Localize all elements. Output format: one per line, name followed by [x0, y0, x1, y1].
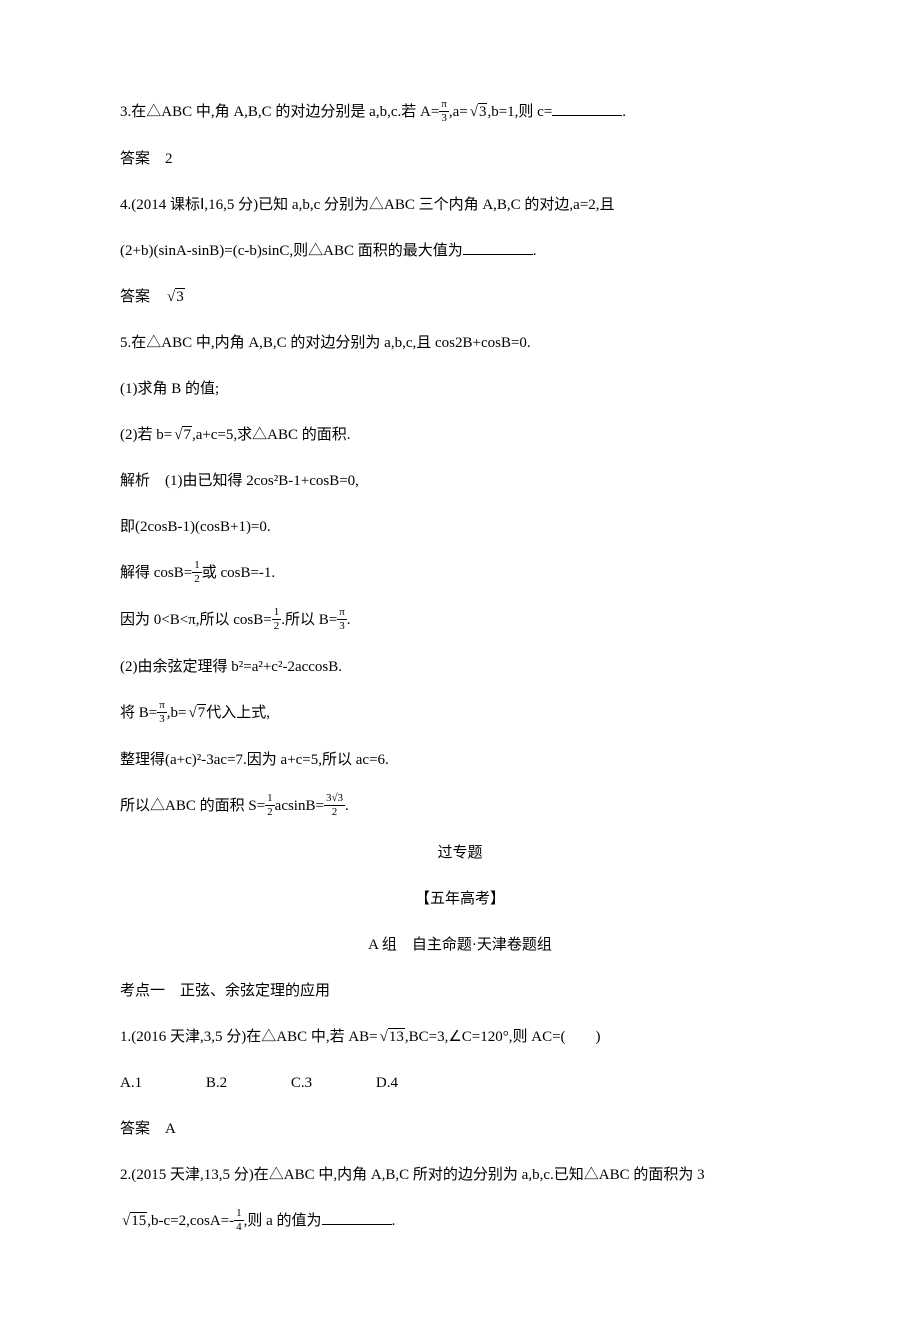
- text: 解得 cosB=: [120, 565, 192, 581]
- topic-1: 考点一 正弦、余弦定理的应用: [120, 979, 800, 1003]
- solution-line-5: (2)由余弦定理得 b²=a²+c²-2accosB.: [120, 655, 800, 679]
- fraction-half: 12: [272, 607, 282, 632]
- text: ,b=: [167, 705, 187, 721]
- text: 将 B=: [120, 705, 157, 721]
- fraction-1-4: 14: [234, 1208, 244, 1233]
- question-2-line2: 15,b-c=2,cosA=-14,则 a 的值为.: [120, 1209, 800, 1234]
- text: .: [347, 612, 351, 628]
- fraction-half: 12: [192, 560, 202, 585]
- text: 代入上式,: [206, 705, 270, 721]
- answer-blank: [322, 1209, 392, 1225]
- problem-5-q2: (2)若 b=7,a+c=5,求△ABC 的面积.: [120, 423, 800, 447]
- section-header-3: A 组 自主命题·天津卷题组: [120, 933, 800, 957]
- text: ,b=1,则 c=: [487, 104, 552, 120]
- section-header-2: 【五年高考】: [120, 887, 800, 911]
- choice-d: D.4: [376, 1071, 398, 1095]
- solution-line-2: 即(2cosB-1)(cosB+1)=0.: [120, 515, 800, 539]
- solution-line-8: 所以△ABC 的面积 S=12acsinB=3√32.: [120, 794, 800, 819]
- text: 答案: [120, 289, 165, 305]
- solution-line-3: 解得 cosB=12或 cosB=-1.: [120, 561, 800, 586]
- text: .: [533, 243, 537, 259]
- problem-3-answer: 答案 2: [120, 147, 800, 171]
- answer-blank: [552, 100, 622, 116]
- sqrt-3: 3: [468, 100, 488, 124]
- text: (2+b)(sinA-sinB)=(c-b)sinC,则△ABC 面积的最大值为: [120, 243, 463, 259]
- text: .: [622, 104, 626, 120]
- fraction-3r3-2: 3√32: [324, 793, 345, 818]
- text: 或 cosB=-1.: [202, 565, 275, 581]
- text: 1.(2016 天津,3,5 分)在△ABC 中,若 AB=: [120, 1029, 378, 1045]
- question-1-choices: A.1 B.2 C.3 D.4: [120, 1071, 800, 1095]
- answer-blank: [463, 239, 533, 255]
- question-2-line1: 2.(2015 天津,13,5 分)在△ABC 中,内角 A,B,C 所对的边分…: [120, 1163, 800, 1187]
- sqrt-3: 3: [165, 285, 185, 309]
- text: 所以△ABC 的面积 S=: [120, 798, 265, 814]
- question-1-answer: 答案 A: [120, 1117, 800, 1141]
- text: ,a=: [449, 104, 468, 120]
- text: .: [392, 1213, 396, 1229]
- text: acsinB=: [275, 798, 324, 814]
- solution-line-4: 因为 0<B<π,所以 cosB=12.所以 B=π3.: [120, 608, 800, 633]
- fraction-half: 12: [265, 793, 275, 818]
- text: 3.在△ABC 中,角 A,B,C 的对边分别是 a,b,c.若 A=: [120, 104, 439, 120]
- text: ,则 a 的值为: [244, 1213, 322, 1229]
- problem-5-q1: (1)求角 B 的值;: [120, 377, 800, 401]
- problem-5-stem: 5.在△ABC 中,内角 A,B,C 的对边分别为 a,b,c,且 cos2B+…: [120, 331, 800, 355]
- document-page: 3.在△ABC 中,角 A,B,C 的对边分别是 a,b,c.若 A=π3,a=…: [0, 0, 920, 1336]
- sqrt-7: 7: [172, 423, 192, 447]
- text: (2)若 b=: [120, 427, 172, 443]
- text: .所以 B=: [281, 612, 337, 628]
- solution-line-6: 将 B=π3,b=7代入上式,: [120, 701, 800, 726]
- text: ,a+c=5,求△ABC 的面积.: [192, 427, 351, 443]
- problem-4-answer: 答案 3: [120, 285, 800, 309]
- solution-line-1: 解析 (1)由已知得 2cos²B-1+cosB=0,: [120, 469, 800, 493]
- text: 因为 0<B<π,所以 cosB=: [120, 612, 272, 628]
- problem-4-line1: 4.(2014 课标Ⅰ,16,5 分)已知 a,b,c 分别为△ABC 三个内角…: [120, 193, 800, 217]
- sqrt-15: 15: [120, 1209, 147, 1233]
- fraction-pi-3: π3: [157, 700, 167, 725]
- problem-3: 3.在△ABC 中,角 A,B,C 的对边分别是 a,b,c.若 A=π3,a=…: [120, 100, 800, 125]
- fraction-pi-3: π3: [439, 99, 449, 124]
- sqrt-13: 13: [378, 1025, 405, 1049]
- section-header-1: 过专题: [120, 841, 800, 865]
- problem-4-line2: (2+b)(sinA-sinB)=(c-b)sinC,则△ABC 面积的最大值为…: [120, 239, 800, 263]
- sqrt-7: 7: [187, 701, 207, 725]
- text: ,BC=3,∠C=120°,则 AC=( ): [405, 1029, 601, 1045]
- solution-line-7: 整理得(a+c)²-3ac=7.因为 a+c=5,所以 ac=6.: [120, 748, 800, 772]
- question-1: 1.(2016 天津,3,5 分)在△ABC 中,若 AB=13,BC=3,∠C…: [120, 1025, 800, 1049]
- choice-b: B.2: [206, 1071, 227, 1095]
- text: .: [345, 798, 349, 814]
- choice-a: A.1: [120, 1071, 142, 1095]
- fraction-pi-3: π3: [337, 607, 347, 632]
- text: ,b-c=2,cosA=-: [147, 1213, 234, 1229]
- choice-c: C.3: [291, 1071, 312, 1095]
